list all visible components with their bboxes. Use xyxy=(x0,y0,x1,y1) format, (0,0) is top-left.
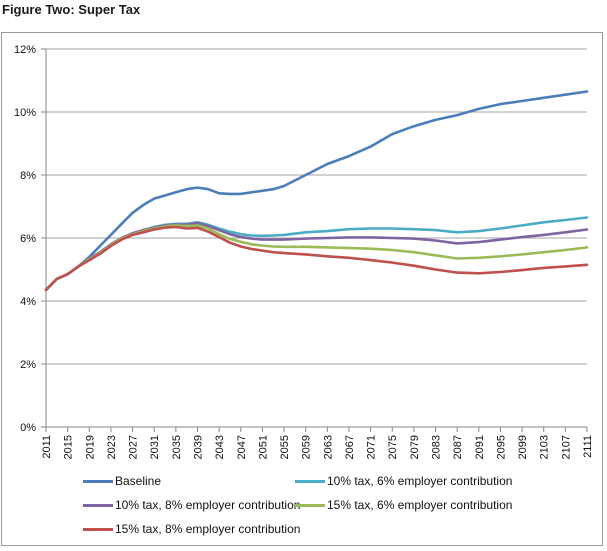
y-tick-label: 12% xyxy=(14,44,36,56)
y-tick-label: 2% xyxy=(20,359,36,371)
x-tick-label: 2059 xyxy=(301,435,313,459)
x-tick-label: 2023 xyxy=(106,435,118,459)
x-tick-label: 2039 xyxy=(192,435,204,459)
series-line-15-tax-6-employer-contribution xyxy=(44,224,589,292)
x-tick-label: 2099 xyxy=(517,435,529,459)
x-tick-label: 2071 xyxy=(366,435,378,459)
x-tick-label: 2011 xyxy=(41,435,53,459)
y-tick-label: 0% xyxy=(20,422,36,434)
x-tick-label: 2103 xyxy=(539,435,551,459)
x-tick-label: 2079 xyxy=(409,435,421,459)
x-tick-label: 2019 xyxy=(84,435,96,459)
x-tick-label: 2015 xyxy=(63,435,75,459)
series-line-10-tax-6-employer-contribution xyxy=(44,216,589,292)
x-tick-label: 2091 xyxy=(474,435,486,459)
chart-title: Figure Two: Super Tax xyxy=(2,2,141,17)
y-tick-label: 10% xyxy=(14,107,36,119)
x-tick-label: 2055 xyxy=(279,435,291,459)
x-tick-label: 2027 xyxy=(128,435,140,459)
x-tick-label: 2067 xyxy=(344,435,356,459)
chart-frame xyxy=(1,32,603,546)
x-tick-label: 2087 xyxy=(452,435,464,459)
y-tick-label: 6% xyxy=(20,233,36,245)
x-tick-label: 2043 xyxy=(214,435,226,459)
x-tick-label: 2047 xyxy=(236,435,248,459)
series-line-baseline xyxy=(44,90,589,292)
y-tick-label: 4% xyxy=(20,296,36,308)
x-tick-label: 2051 xyxy=(257,435,269,459)
x-tick-label: 2031 xyxy=(149,435,161,459)
x-tick-label: 2111 xyxy=(582,435,594,458)
x-tick-label: 2035 xyxy=(171,435,183,459)
x-tick-label: 2063 xyxy=(322,435,334,459)
x-tick-label: 2075 xyxy=(387,435,399,459)
x-tick-label: 2095 xyxy=(495,435,507,459)
x-tick-label: 2107 xyxy=(560,435,572,459)
x-tick-label: 2083 xyxy=(431,435,443,459)
series-line-15-tax-8-employer-contribution xyxy=(44,225,589,292)
y-tick-label: 8% xyxy=(20,170,36,182)
